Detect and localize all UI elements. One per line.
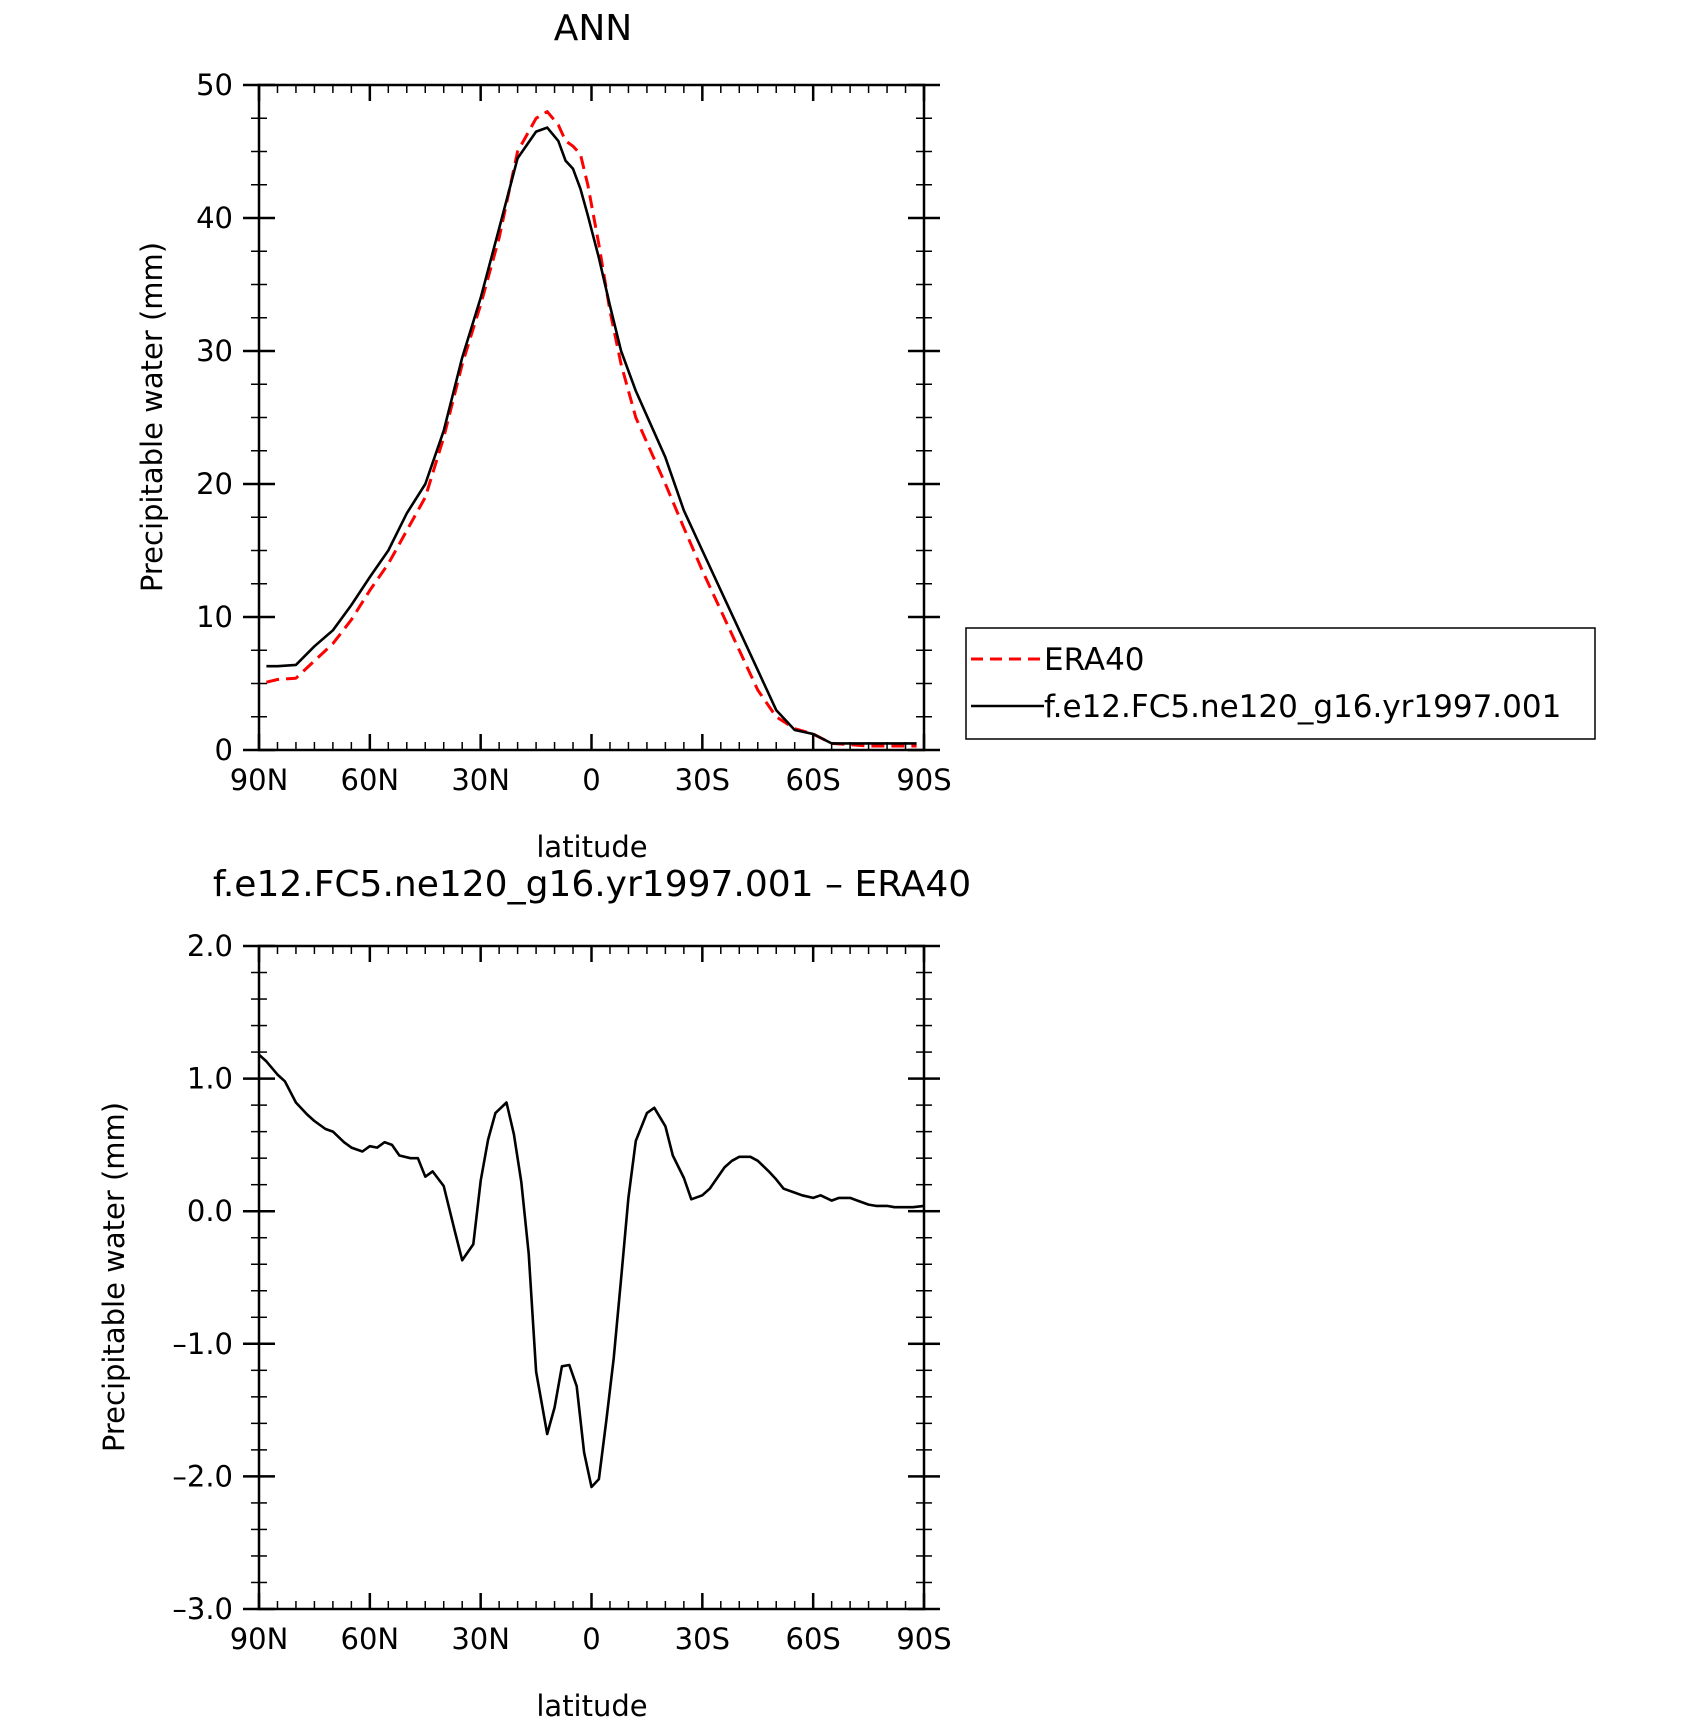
top-x-tick-label: 60S bbox=[786, 763, 841, 797]
top-x-tick-label: 60N bbox=[341, 763, 400, 797]
bottom-y-tick-label: –1.0 bbox=[172, 1327, 233, 1361]
bottom-x-tick-label: 90N bbox=[230, 1622, 289, 1656]
top-y-tick-label: 0 bbox=[215, 733, 233, 767]
bottom-x-tick-label: 0 bbox=[582, 1622, 600, 1656]
bottom-plot-frame bbox=[257, 944, 926, 1611]
top-chart-title: ANN bbox=[554, 8, 633, 49]
bottom-x-tick-label: 30S bbox=[675, 1622, 730, 1656]
legend-box bbox=[965, 627, 1596, 740]
bottom-y-tick-label: 1.0 bbox=[187, 1062, 233, 1096]
top-x-tick-label: 90N bbox=[230, 763, 289, 797]
legend-label-era40: ERA40 bbox=[1044, 642, 1145, 678]
top-x-axis-title: latitude bbox=[536, 830, 647, 864]
top-panel: ANN 90N 60N 30N 0 30S 60S 90S 0 10 20 30 40 50 latit… bbox=[135, 8, 952, 864]
bottom-y-axis-title: Precipitable water (mm) bbox=[97, 1102, 131, 1452]
top-tick-layer: 90N 60N 30N 0 30S 60S 90S 0 10 20 30 40 50 bbox=[196, 68, 952, 797]
bottom-series-line-1 bbox=[258, 1053, 925, 1489]
top-y-axis-title: Precipitable water (mm) bbox=[135, 242, 169, 592]
bottom-panel: f.e12.FC5.ne120_g16.yr1997.001 – ERA40 9… bbox=[97, 864, 971, 1723]
top-x-tick-label: 0 bbox=[582, 763, 600, 797]
bottom-x-tick-label: 60S bbox=[786, 1622, 841, 1656]
top-y-tick-label: 30 bbox=[196, 334, 233, 368]
bottom-x-tick-label: 60N bbox=[341, 1622, 400, 1656]
bottom-chart-title: f.e12.FC5.ne120_g16.yr1997.001 – ERA40 bbox=[213, 864, 971, 905]
bottom-y-tick-label: 0.0 bbox=[187, 1194, 233, 1228]
bottom-y-tick-label: –2.0 bbox=[172, 1459, 233, 1493]
top-plot-frame bbox=[257, 83, 926, 752]
bottom-y-tick-label: –3.0 bbox=[172, 1592, 233, 1626]
top-y-tick-label: 10 bbox=[196, 600, 233, 634]
top-x-tick-label: 30S bbox=[675, 763, 730, 797]
top-series-layer bbox=[266, 110, 917, 748]
top-series-line-2 bbox=[266, 126, 917, 745]
bottom-series-layer bbox=[258, 1053, 925, 1489]
legend: ERA40 f.e12.FC5.ne120_g16.yr1997.001 bbox=[965, 627, 1596, 740]
top-x-tick-label: 90S bbox=[896, 763, 951, 797]
bottom-y-tick-label: 2.0 bbox=[187, 929, 233, 963]
bottom-tick-layer: 90N 60N 30N 0 30S 60S 90S 2.0 1.0 0.0 –1.0 –2.0 –3.0 bbox=[172, 929, 951, 1656]
top-y-tick-label: 20 bbox=[196, 467, 233, 501]
bottom-x-tick-label: 30N bbox=[451, 1622, 510, 1656]
bottom-x-axis-title: latitude bbox=[536, 1689, 647, 1723]
top-series-line-1 bbox=[266, 110, 917, 748]
legend-label-model: f.e12.FC5.ne120_g16.yr1997.001 bbox=[1044, 689, 1561, 725]
top-y-tick-label: 40 bbox=[196, 201, 233, 235]
top-x-tick-label: 30N bbox=[451, 763, 510, 797]
bottom-x-tick-label: 90S bbox=[896, 1622, 951, 1656]
top-y-tick-label: 50 bbox=[196, 68, 233, 102]
